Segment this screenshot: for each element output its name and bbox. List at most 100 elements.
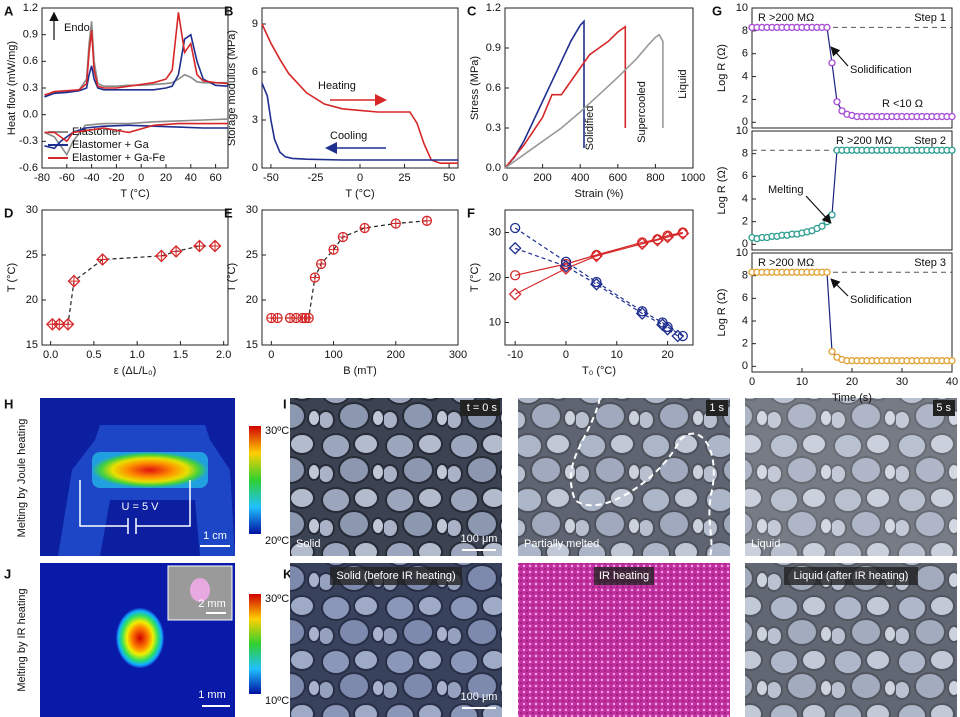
y-tick-label: 20 (26, 294, 38, 306)
x-tick-label: 30 (896, 376, 908, 388)
y-tick-label: 0.6 (23, 55, 38, 67)
x-tick-label: 20 (661, 349, 673, 361)
y-tick-label: 0 (742, 238, 748, 250)
plot-frame (504, 7, 694, 169)
scale-bar-label: 2 mm (198, 598, 226, 610)
series-line (504, 19, 585, 169)
x-tick-label: 0 (357, 172, 363, 184)
y-tick-label: 20 (246, 294, 258, 306)
label-bg (330, 567, 462, 585)
y-axis-label: Log R (Ω) (716, 167, 728, 215)
x-tick-label: 0 (563, 349, 569, 361)
y-axis-label: Stress (MPa) (469, 56, 481, 120)
y-tick-label: 2 (742, 338, 748, 350)
marker (508, 241, 522, 255)
marker-cross (391, 219, 401, 228)
frame-time: 5 s (936, 402, 951, 414)
x-axis-label: B (mT) (343, 365, 377, 377)
y-tick-label: 0 (742, 360, 748, 372)
scale-bar-label: 100 μm (461, 691, 498, 703)
annotation: Solidification (850, 64, 912, 76)
annotation: Melting (768, 184, 803, 196)
x-tick-label: 200 (387, 349, 405, 361)
marker-cross (63, 319, 73, 329)
annotation: Endo (64, 22, 90, 34)
y-tick-label: 6 (252, 66, 258, 78)
panel-label: I (283, 396, 287, 411)
marker (828, 59, 836, 67)
frame-state: Partially melted (524, 538, 599, 550)
x-tick-label: 300 (449, 349, 467, 361)
x-tick-label: -20 (108, 172, 124, 184)
marker-cross (329, 245, 339, 255)
x-axis-label: ε (ΔL/L₀) (114, 365, 157, 377)
inset-spot (190, 578, 210, 602)
y-tick-label: 0.0 (486, 162, 501, 174)
annotation: Step 2 (914, 135, 946, 147)
marker (590, 249, 603, 263)
y-tick-label: 20 (489, 271, 501, 283)
panel-label: C (467, 3, 477, 18)
marker (838, 107, 846, 115)
y-tick-label: 25 (246, 249, 258, 261)
series-line (52, 245, 215, 325)
y-tick-label: 1.2 (486, 2, 501, 14)
series-line (261, 82, 458, 161)
x-tick-label: 60 (209, 172, 221, 184)
frame-title: IR heating (599, 570, 649, 582)
tint (745, 563, 957, 717)
scale-bar-label: 1 mm (198, 689, 226, 701)
x-tick-label: 1.5 (173, 349, 188, 361)
x-tick-label: 0 (138, 172, 144, 184)
marker-cross (273, 313, 283, 323)
frame-time: 1 s (709, 402, 724, 414)
label-bg (933, 400, 955, 416)
marker (948, 112, 956, 121)
micrograph-ir (518, 563, 730, 717)
plot-frame (261, 7, 459, 169)
annotation: R <10 Ω (882, 98, 923, 110)
marker-cross (210, 241, 220, 251)
frame-state: Solid (296, 538, 320, 550)
y-axis-label: T (°C) (226, 263, 238, 292)
x-tick-label: 600 (609, 172, 627, 184)
annotation: R >200 MΩ (836, 135, 892, 147)
series-label: Cooling (330, 130, 367, 142)
marker-cross (310, 273, 320, 282)
y-tick-label: 2 (742, 216, 748, 228)
marker-cross (422, 216, 432, 226)
marker (661, 322, 675, 336)
label-bg (594, 567, 654, 585)
side-label: Melting by IR heating (16, 588, 28, 691)
y-tick-label: 4 (742, 193, 748, 205)
series-line (752, 271, 952, 362)
marker-cross (156, 251, 166, 261)
plot-frame (41, 209, 229, 346)
colorbar-max: 30ºC (265, 425, 289, 437)
y-tick-label: -0.3 (19, 135, 38, 147)
x-axis-label: T (°C) (120, 188, 149, 200)
x-tick-label: 2.0 (216, 349, 231, 361)
series-line (504, 25, 627, 169)
x-axis-label: T₀ (°C) (582, 365, 616, 377)
marker (676, 226, 690, 240)
y-axis-label: T (°C) (469, 263, 481, 292)
micrograph (745, 563, 957, 717)
y-tick-label: 0.6 (486, 82, 501, 94)
y-tick-label: 10 (736, 247, 748, 259)
x-tick-label: 25 (398, 172, 410, 184)
tint (290, 563, 502, 717)
y-tick-label: 6 (742, 292, 748, 304)
side-label: Melting by Joule heating (16, 419, 28, 538)
x-tick-label: 10 (796, 376, 808, 388)
x-tick-label: -40 (84, 172, 100, 184)
micrograph (290, 563, 502, 717)
x-tick-label: 1.0 (130, 349, 145, 361)
scale-bar-label: 100 μm (461, 533, 498, 545)
marker-cross (316, 259, 326, 269)
marker (828, 347, 836, 356)
marker-cross (171, 246, 181, 256)
y-tick-label: 25 (26, 249, 38, 261)
x-tick-label: 0.5 (86, 349, 101, 361)
marker-cross (304, 313, 314, 323)
